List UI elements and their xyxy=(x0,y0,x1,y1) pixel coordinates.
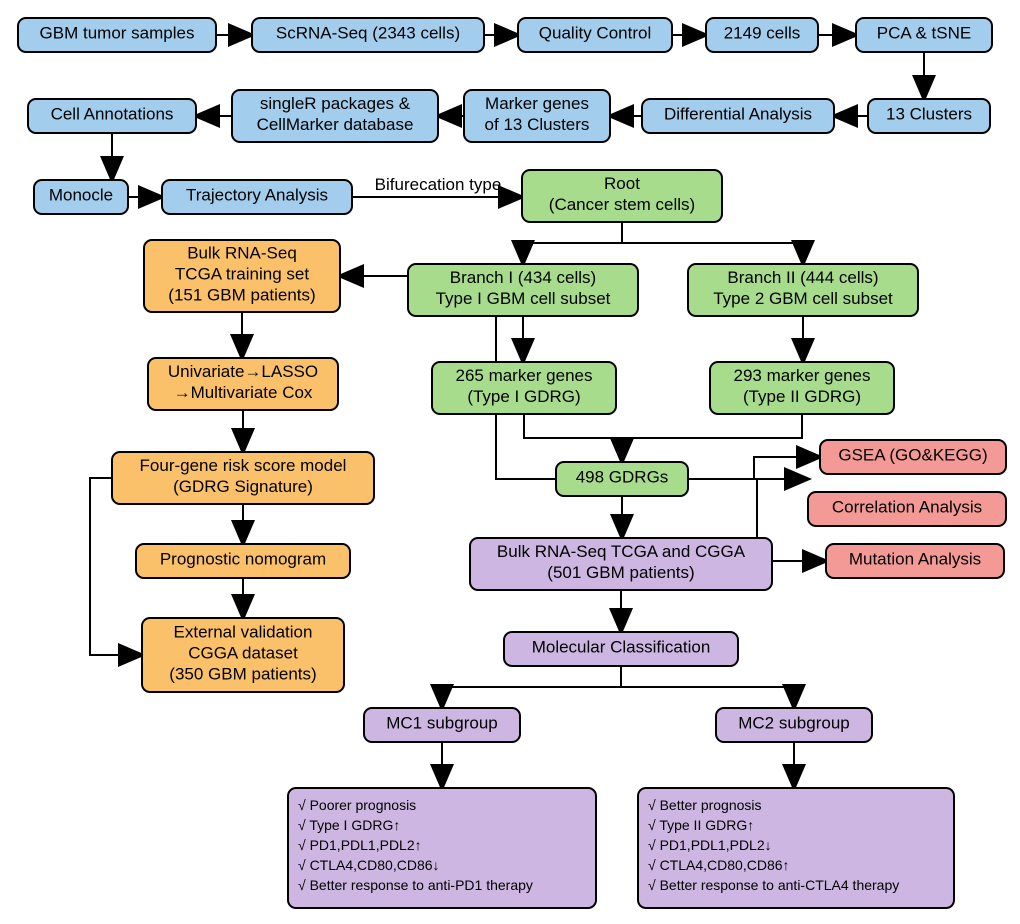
node-n28: Molecular Classification xyxy=(504,632,738,666)
svg-text:√ PD1,PDL1,PDL2↑: √ PD1,PDL1,PDL2↑ xyxy=(298,837,422,853)
svg-text:Molecular Classification: Molecular Classification xyxy=(532,638,711,657)
flowchart-canvas: Bifurecation type GBM tumor samples ScRNA… xyxy=(0,0,1020,924)
svg-text:Branch I (434 cells): Branch I (434 cells) xyxy=(450,268,596,287)
svg-text:Bulk RNA-Seq: Bulk RNA-Seq xyxy=(187,244,297,263)
svg-text:2149 cells: 2149 cells xyxy=(724,24,801,43)
node-n19: GSEA (GO&KEGG) xyxy=(820,440,1006,474)
node-n10: Cell Annotations xyxy=(28,99,196,133)
svg-text:(350 GBM patients): (350 GBM patients) xyxy=(169,665,316,684)
svg-text:singleR packages &: singleR packages & xyxy=(260,94,411,113)
svg-text:External validation: External validation xyxy=(174,623,313,642)
node-n32: √ Better prognosis √ Type II GDRG↑ √ PD1,P… xyxy=(638,788,954,908)
node-n4: 2149 cells xyxy=(706,18,818,52)
svg-text:CellMarker database: CellMarker database xyxy=(257,115,414,134)
svg-text:√ CTLA4,CD80,CD86↓: √ CTLA4,CD80,CD86↓ xyxy=(298,857,440,873)
edge-label-bifurcation: Bifurecation type xyxy=(375,175,502,194)
svg-text:√ PD1,PDL1,PDL2↓: √ PD1,PDL1,PDL2↓ xyxy=(648,837,772,853)
node-n1: GBM tumor samples xyxy=(18,18,216,52)
node-n20: Correlation Analysis xyxy=(808,492,1006,526)
svg-text:13 Clusters: 13 Clusters xyxy=(886,105,972,124)
node-n5: PCA & tSNE xyxy=(856,18,992,52)
node-n16: 265 marker genes (Type I GDRG) xyxy=(432,362,616,414)
node-n13: Root (Cancer stem cells) xyxy=(522,170,722,222)
svg-text:265 marker genes: 265 marker genes xyxy=(455,366,592,385)
node-n14: Branch I (434 cells) Type I GBM cell subs… xyxy=(408,264,638,316)
svg-text:Prognostic nomogram: Prognostic nomogram xyxy=(160,550,326,569)
svg-text:(Cancer stem cells): (Cancer stem cells) xyxy=(549,195,695,214)
svg-text:Trajectory Analysis: Trajectory Analysis xyxy=(186,186,328,205)
svg-text:Cell Annotations: Cell Annotations xyxy=(51,105,174,124)
svg-text:(Type II GDRG): (Type II GDRG) xyxy=(743,387,861,406)
node-n11: Monocle xyxy=(34,180,128,214)
node-n2: ScRNA-Seq (2343 cells) xyxy=(252,18,484,52)
node-n12: Trajectory Analysis xyxy=(162,180,352,214)
svg-text:Branch II (444 cells): Branch II (444 cells) xyxy=(727,268,878,287)
svg-text:Mutation Analysis: Mutation Analysis xyxy=(849,550,981,569)
node-n6: 13 Clusters xyxy=(868,99,990,133)
svg-text:Univariate→LASSO: Univariate→LASSO xyxy=(168,362,318,381)
node-n15: Branch II (444 cells) Type 2 GBM cell sub… xyxy=(688,264,918,316)
svg-text:Type 2 GBM cell subset: Type 2 GBM cell subset xyxy=(713,289,893,308)
svg-text:√ Better response to anti-PD1: √ Better response to anti-PD1 therapy xyxy=(298,877,533,893)
svg-text:Bulk RNA-Seq TCGA and CGGA: Bulk RNA-Seq TCGA and CGGA xyxy=(497,542,746,561)
svg-text:Four-gene risk score model: Four-gene risk score model xyxy=(140,456,347,475)
svg-text:Marker genes: Marker genes xyxy=(485,94,589,113)
svg-text:Monocle: Monocle xyxy=(49,186,113,205)
node-n3: Quality Control xyxy=(518,18,672,52)
node-n25: Prognostic nomogram xyxy=(136,544,350,578)
svg-text:of 13 Clusters: of 13 Clusters xyxy=(485,115,590,134)
node-n9: singleR packages & CellMarker database xyxy=(232,90,438,142)
svg-text:MC1 subgroup: MC1 subgroup xyxy=(386,714,498,733)
svg-text:→Multivariate Cox: →Multivariate Cox xyxy=(174,383,313,402)
node-n23: Univariate→LASSO →Multivariate Cox xyxy=(148,358,338,410)
svg-text:√ Better response to anti-CTLA: √ Better response to anti-CTLA4 therapy xyxy=(648,877,899,893)
svg-text:MC2 subgroup: MC2 subgroup xyxy=(738,714,850,733)
svg-text:293 marker genes: 293 marker genes xyxy=(733,366,870,385)
svg-text:(GDRG Signature): (GDRG Signature) xyxy=(173,477,313,496)
svg-text:√ Better prognosis: √ Better prognosis xyxy=(648,797,762,813)
svg-text:√ CTLA4,CD80,CD86↑: √ CTLA4,CD80,CD86↑ xyxy=(648,857,790,873)
node-n17: 293 marker genes (Type II GDRG) xyxy=(710,362,894,414)
svg-text:ScRNA-Seq (2343 cells): ScRNA-Seq (2343 cells) xyxy=(276,24,460,43)
svg-text:CGGA dataset: CGGA dataset xyxy=(188,644,298,663)
node-n7: Differential Analysis xyxy=(642,99,834,133)
node-n18: 498 GDRGs xyxy=(556,462,688,496)
node-n31: √ Poorer prognosis √ Type I GDRG↑ √ PD1,PD… xyxy=(288,788,596,908)
node-n22: Bulk RNA-Seq TCGA training set (151 GBM pa… xyxy=(144,240,340,312)
node-n27: Bulk RNA-Seq TCGA and CGGA (501 GBM patie… xyxy=(470,538,772,590)
svg-text:(501 GBM patients): (501 GBM patients) xyxy=(547,563,694,582)
svg-text:TCGA training set: TCGA training set xyxy=(175,265,309,284)
node-n24: Four-gene risk score model (GDRG Signatur… xyxy=(112,452,374,504)
svg-text:√ Poorer prognosis: √ Poorer prognosis xyxy=(298,797,416,813)
svg-text:√ Type I GDRG↑: √ Type I GDRG↑ xyxy=(298,817,400,833)
node-n8: Marker genes of 13 Clusters xyxy=(464,90,610,142)
svg-text:Correlation Analysis: Correlation Analysis xyxy=(832,498,982,517)
svg-text:GSEA (GO&KEGG): GSEA (GO&KEGG) xyxy=(838,446,987,465)
svg-text:498 GDRGs: 498 GDRGs xyxy=(576,468,669,487)
svg-text:Differential Analysis: Differential Analysis xyxy=(664,105,812,124)
node-n26: External validation CGGA dataset (350 GBM … xyxy=(142,618,344,692)
node-n30: MC2 subgroup xyxy=(716,708,872,742)
svg-text:Root: Root xyxy=(604,174,640,193)
svg-text:GBM tumor samples: GBM tumor samples xyxy=(40,24,195,43)
svg-text:PCA & tSNE: PCA & tSNE xyxy=(877,24,971,43)
svg-text:Quality Control: Quality Control xyxy=(539,24,651,43)
svg-text:(151 GBM patients): (151 GBM patients) xyxy=(168,286,315,305)
svg-text:(Type I GDRG): (Type I GDRG) xyxy=(467,387,580,406)
node-n21: Mutation Analysis xyxy=(826,544,1004,578)
svg-text:Type I GBM cell subset: Type I GBM cell subset xyxy=(436,289,611,308)
node-n29: MC1 subgroup xyxy=(364,708,520,742)
svg-text:√ Type II GDRG↑: √ Type II GDRG↑ xyxy=(648,817,754,833)
